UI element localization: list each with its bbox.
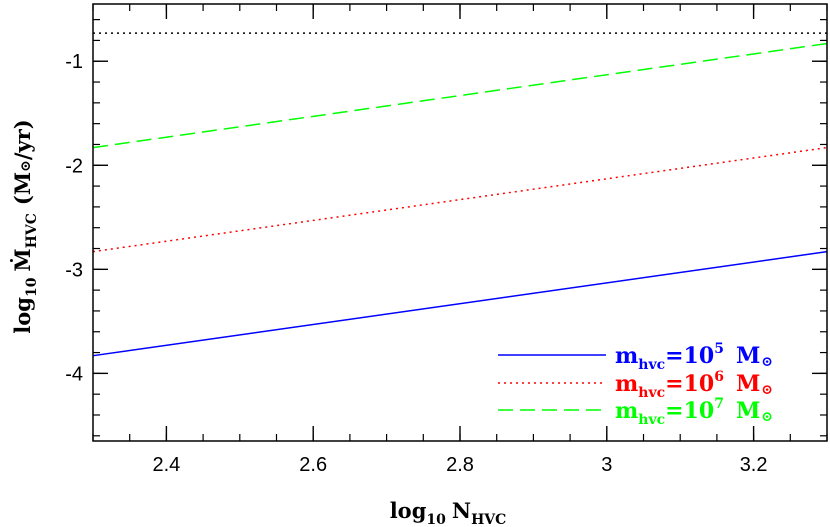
x-tick-label: 3.2 [740, 454, 768, 476]
series-line-6 [92, 146, 828, 253]
y-tick-label: -4 [65, 363, 83, 385]
x-tick-label: 2.4 [152, 454, 180, 476]
major-ticks [93, 4, 827, 441]
plot-frame [92, 3, 828, 442]
legend-label-7: mhvc=107 M⊙ [615, 396, 773, 428]
tick-labels: 2.4 2.6 2.8 3 3.2 -1 -2 -3 -4 [65, 51, 767, 476]
legend: mhvc=105 M⊙mhvc=106 M⊙mhvc=107 M⊙ [498, 341, 773, 428]
y-tick-label: -2 [65, 155, 83, 177]
series-line-5 [92, 250, 828, 357]
x-tick-label: 2.8 [446, 454, 474, 476]
plot-lines [92, 32, 828, 357]
legend-label-5: mhvc=105 M⊙ [615, 341, 773, 373]
x-tick-label: 3 [601, 454, 612, 476]
legend-label-6: mhvc=106 M⊙ [615, 369, 773, 401]
y-tick-label: -3 [65, 259, 83, 281]
y-tick-label: -1 [65, 51, 83, 73]
series-line-7 [92, 42, 828, 149]
x-axis-title: log10 NHVC [390, 498, 507, 527]
y-axis-title: log10ṀHVC(M⊙/yr) [10, 119, 40, 333]
x-tick-label: 2.6 [299, 454, 327, 476]
